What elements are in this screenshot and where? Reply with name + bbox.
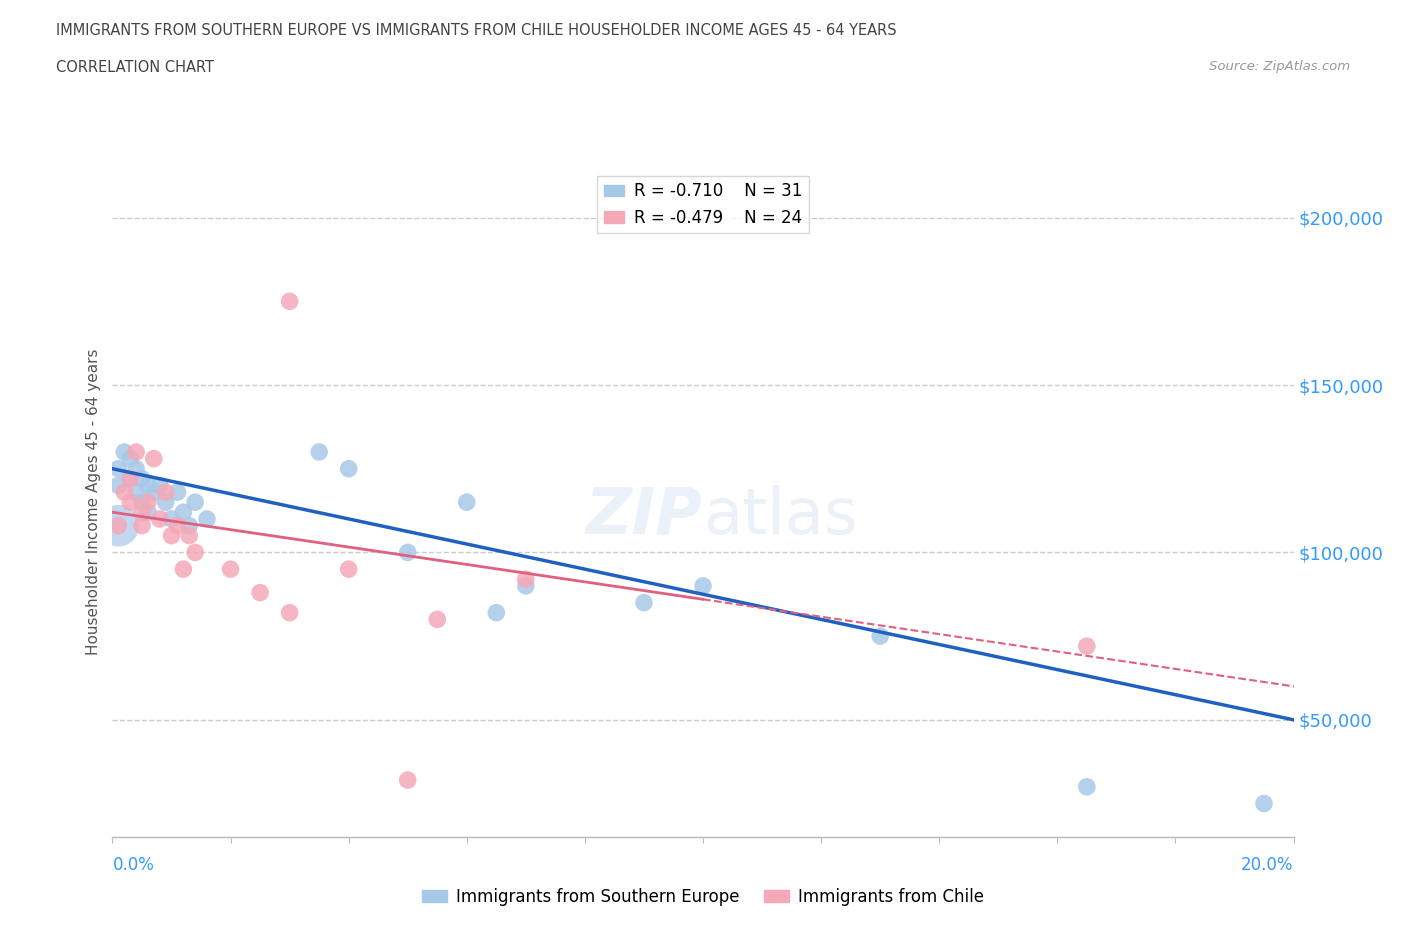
Point	[131, 472, 153, 486]
Point	[131, 505, 153, 520]
Point	[396, 545, 419, 560]
Y-axis label: Householder Income Ages 45 - 64 years: Householder Income Ages 45 - 64 years	[86, 349, 101, 656]
Point	[172, 562, 194, 577]
Text: 0.0%: 0.0%	[112, 856, 155, 873]
Point	[107, 518, 129, 533]
Point	[149, 512, 172, 526]
Point	[179, 528, 201, 543]
Legend: Immigrants from Southern Europe, Immigrants from Chile: Immigrants from Southern Europe, Immigra…	[416, 881, 990, 912]
Point	[120, 495, 142, 510]
Text: CORRELATION CHART: CORRELATION CHART	[56, 60, 214, 75]
Text: ZIP: ZIP	[586, 485, 703, 547]
Point	[195, 512, 218, 526]
Point	[131, 518, 153, 533]
Point	[136, 495, 159, 510]
Point	[515, 578, 537, 593]
Point	[308, 445, 330, 459]
Point	[160, 528, 183, 543]
Point	[337, 562, 360, 577]
Text: IMMIGRANTS FROM SOUTHERN EUROPE VS IMMIGRANTS FROM CHILE HOUSEHOLDER INCOME AGES: IMMIGRANTS FROM SOUTHERN EUROPE VS IMMIG…	[56, 23, 897, 38]
Point	[869, 629, 891, 644]
Point	[136, 478, 159, 493]
Point	[120, 472, 142, 486]
Text: atlas: atlas	[703, 485, 858, 547]
Point	[166, 485, 188, 499]
Point	[125, 445, 148, 459]
Point	[112, 445, 135, 459]
Point	[485, 605, 508, 620]
Point	[515, 572, 537, 587]
Point	[692, 578, 714, 593]
Point	[426, 612, 449, 627]
Point	[131, 495, 153, 510]
Point	[120, 451, 142, 466]
Point	[160, 512, 183, 526]
Point	[149, 478, 172, 493]
Point	[142, 485, 165, 499]
Point	[107, 461, 129, 476]
Point	[155, 485, 177, 499]
Legend: R = -0.710    N = 31, R = -0.479    N = 24: R = -0.710 N = 31, R = -0.479 N = 24	[598, 176, 808, 233]
Point	[179, 518, 201, 533]
Point	[219, 562, 242, 577]
Point	[172, 505, 194, 520]
Point	[125, 461, 148, 476]
Point	[120, 472, 142, 486]
Point	[456, 495, 478, 510]
Point	[125, 485, 148, 499]
Point	[1076, 779, 1098, 794]
Point	[166, 518, 188, 533]
Text: 20.0%: 20.0%	[1241, 856, 1294, 873]
Point	[107, 518, 129, 533]
Point	[396, 773, 419, 788]
Point	[278, 294, 301, 309]
Point	[142, 451, 165, 466]
Text: Source: ZipAtlas.com: Source: ZipAtlas.com	[1209, 60, 1350, 73]
Point	[278, 605, 301, 620]
Point	[633, 595, 655, 610]
Point	[112, 485, 135, 499]
Point	[155, 495, 177, 510]
Point	[107, 478, 129, 493]
Point	[249, 585, 271, 600]
Point	[1076, 639, 1098, 654]
Point	[184, 545, 207, 560]
Point	[337, 461, 360, 476]
Point	[1253, 796, 1275, 811]
Point	[184, 495, 207, 510]
Point	[136, 505, 159, 520]
